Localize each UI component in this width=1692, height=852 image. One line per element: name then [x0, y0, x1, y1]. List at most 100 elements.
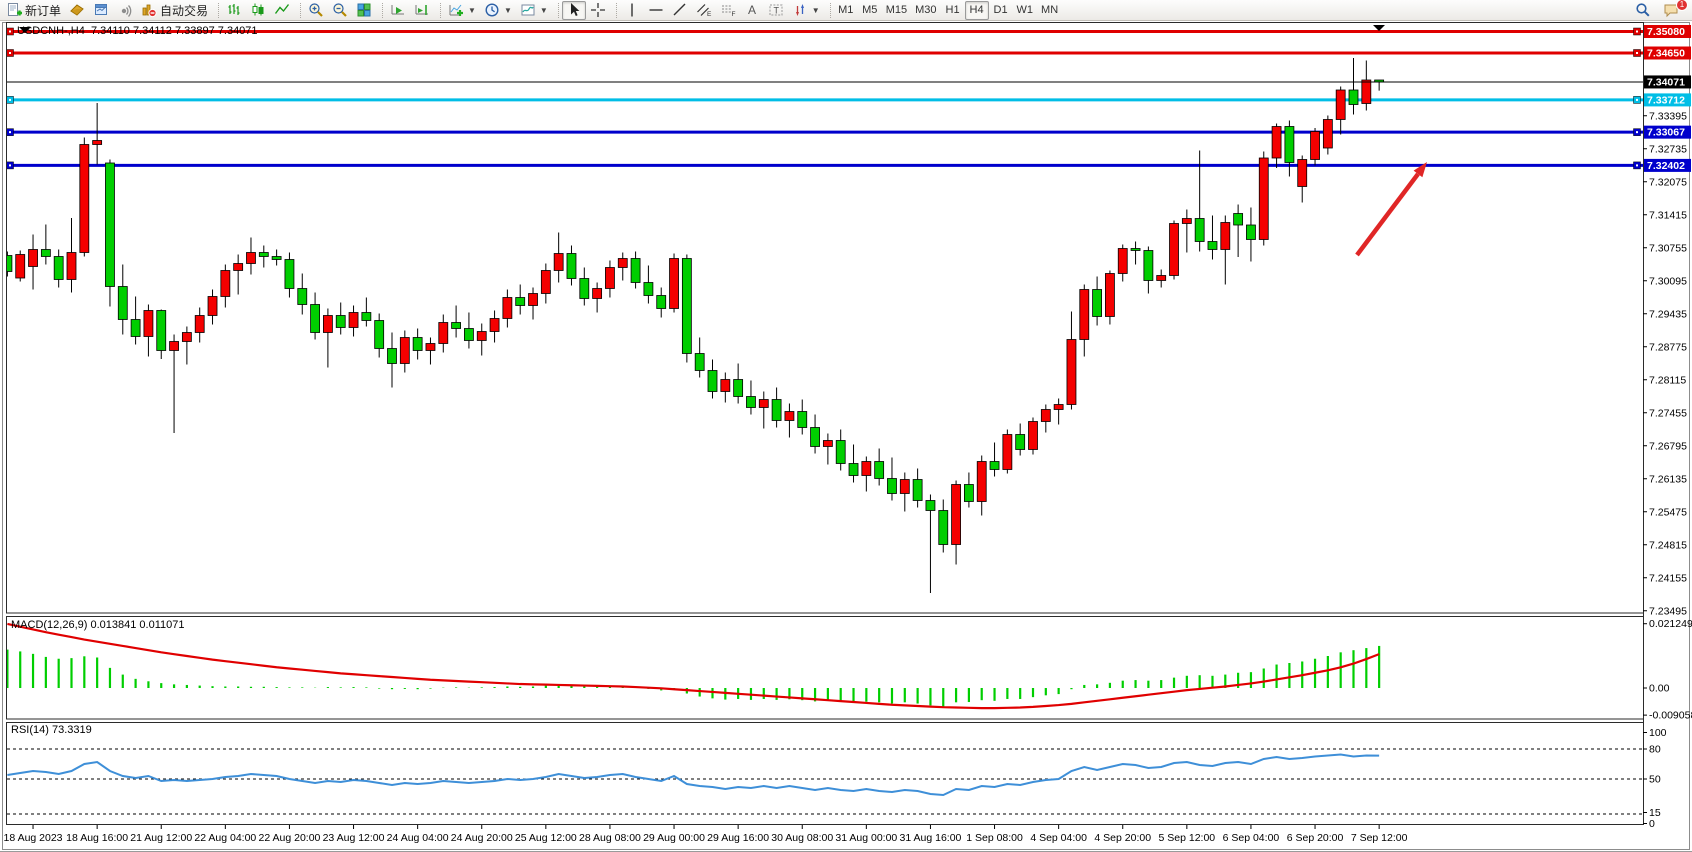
toolbar: 新订单: [0, 0, 1692, 21]
horizontal-line-tool-button[interactable]: [644, 1, 668, 20]
svg-text:31 Aug 16:00: 31 Aug 16:00: [899, 832, 961, 844]
toolbar-separator: [554, 2, 559, 18]
arrow-objects-button[interactable]: ▼: [788, 1, 824, 20]
text-icon: A: [748, 3, 756, 17]
text-tool-button[interactable]: A: [740, 1, 764, 20]
svg-text:80: 80: [1649, 744, 1661, 756]
candlestick-chart-button[interactable]: [246, 1, 270, 20]
trendline-tool-button[interactable]: [668, 1, 692, 20]
svg-text:25 Aug 12:00: 25 Aug 12:00: [515, 832, 577, 844]
autotrading-button[interactable]: 自动交易: [137, 1, 212, 20]
svg-text:29 Aug 16:00: 29 Aug 16:00: [707, 832, 769, 844]
svg-text:0.021249: 0.021249: [1649, 618, 1692, 630]
svg-text:18 Aug 16:00: 18 Aug 16:00: [66, 832, 128, 844]
svg-text:100: 100: [1649, 727, 1667, 739]
periods-clock-icon: [485, 3, 499, 17]
svg-text:7.27455: 7.27455: [1649, 407, 1687, 419]
timeframe-h1-button[interactable]: H1: [941, 1, 965, 20]
bar-chart-icon: [228, 4, 240, 15]
profiles-button[interactable]: [89, 1, 113, 20]
periods-button[interactable]: ▼: [480, 1, 516, 20]
macd-axis: 0.021249 0.00 -0.009058: [1643, 618, 1692, 722]
candlestick-series: [7, 58, 1385, 593]
line-chart-button[interactable]: [270, 1, 294, 20]
svg-text:1 Sep 08:00: 1 Sep 08:00: [966, 832, 1023, 844]
price-badge: [1644, 46, 1691, 60]
cursor-tool-button[interactable]: [561, 0, 586, 20]
timeframe-m15-button[interactable]: M15: [882, 1, 911, 20]
pane-frames: [2, 22, 1690, 850]
chart-title: USDCNH-,H4 7.34110 7.34112 7.33897 7.340…: [17, 25, 258, 37]
candlestick-chart-icon: [252, 3, 264, 16]
chart-shift-button[interactable]: [410, 1, 434, 20]
svg-text:T: T: [773, 6, 779, 16]
text-label-icon: T: [769, 4, 783, 16]
svg-text:24 Aug 04:00: 24 Aug 04:00: [387, 832, 449, 844]
svg-text:7.33067: 7.33067: [1647, 127, 1685, 139]
tile-windows-icon: [357, 3, 371, 17]
tile-windows-button[interactable]: [352, 1, 376, 20]
svg-text:6 Sep 20:00: 6 Sep 20:00: [1287, 832, 1344, 844]
auto-scroll-button[interactable]: [386, 1, 410, 20]
auto-scroll-icon: [391, 5, 405, 15]
timeframe-d1-button[interactable]: D1: [989, 1, 1013, 20]
svg-text:7.33712: 7.33712: [1647, 94, 1685, 106]
search-button[interactable]: [1631, 1, 1655, 20]
new-order-button[interactable]: 新订单: [2, 1, 65, 20]
rsi-indicator-label: RSI(14) 73.3319: [11, 724, 92, 736]
vertical-line-tool-button[interactable]: [620, 1, 644, 20]
svg-text:7.30095: 7.30095: [1649, 275, 1687, 287]
timeframe-mn-button[interactable]: MN: [1037, 1, 1062, 20]
svg-text:7.28775: 7.28775: [1649, 341, 1687, 353]
svg-text:7.35080: 7.35080: [1647, 26, 1685, 38]
search-icon: [1636, 3, 1650, 17]
svg-text:18 Aug 2023: 18 Aug 2023: [4, 832, 63, 844]
svg-text:A: A: [748, 3, 756, 17]
svg-text:31 Aug 00:00: 31 Aug 00:00: [835, 832, 897, 844]
price-badge: [1644, 125, 1691, 139]
trend-arrow-annotation[interactable]: [1355, 162, 1427, 257]
equidistant-channel-tool-button[interactable]: E: [692, 1, 716, 20]
bar-chart-button[interactable]: [222, 1, 246, 20]
toolbar-separator: [296, 2, 302, 18]
svg-text:-0.009058: -0.009058: [1649, 710, 1692, 722]
timeframe-m30-button[interactable]: M30: [911, 1, 940, 20]
svg-text:7.26795: 7.26795: [1649, 440, 1687, 452]
timeframe-m5-button[interactable]: M5: [858, 1, 882, 20]
svg-text:7.29435: 7.29435: [1649, 308, 1687, 320]
price-badge: [1644, 93, 1691, 107]
text-label-tool-button[interactable]: T: [764, 1, 788, 20]
zoom-out-button[interactable]: [328, 1, 352, 20]
templates-button[interactable]: ▼: [516, 1, 552, 20]
timeframe-h4-button[interactable]: H4: [964, 0, 989, 20]
crosshair-icon: [590, 3, 605, 17]
metaeditor-button[interactable]: [65, 1, 89, 20]
svg-text:6 Sep 04:00: 6 Sep 04:00: [1223, 832, 1280, 844]
rsi-indicator: [7, 748, 1643, 815]
horizontal-line-icon: [649, 9, 663, 11]
chat-button-wrap: 1: [1659, 0, 1688, 20]
fibonacci-tool-button[interactable]: F: [716, 1, 740, 20]
cursor-icon: [570, 3, 580, 16]
time-axis: 18 Aug 2023 18 Aug 16:00 21 Aug 12:00 22 Au…: [4, 825, 1408, 844]
zoom-in-button[interactable]: [304, 1, 328, 20]
svg-text:4 Sep 20:00: 4 Sep 20:00: [1094, 832, 1151, 844]
crosshair-tool-button[interactable]: [586, 1, 610, 20]
zoom-out-icon: [333, 3, 347, 17]
svg-text:0: 0: [1649, 818, 1655, 830]
svg-text:E: E: [707, 11, 712, 18]
toolbar-separator: [378, 2, 384, 18]
toolbar-right-group: 1: [1631, 0, 1690, 20]
notification-badge: 1: [1676, 0, 1688, 11]
svg-text:7.32075: 7.32075: [1649, 176, 1687, 188]
signals-button[interactable]: [113, 1, 137, 20]
indicators-button[interactable]: ▼: [444, 1, 480, 20]
timeframe-m1-button[interactable]: M1: [834, 1, 858, 20]
timeframe-w1-button[interactable]: W1: [1013, 1, 1038, 20]
svg-text:29 Aug 00:00: 29 Aug 00:00: [643, 832, 705, 844]
autotrading-icon: [142, 4, 157, 18]
svg-text:21 Aug 12:00: 21 Aug 12:00: [130, 832, 192, 844]
macd-indicator: [7, 622, 1381, 710]
